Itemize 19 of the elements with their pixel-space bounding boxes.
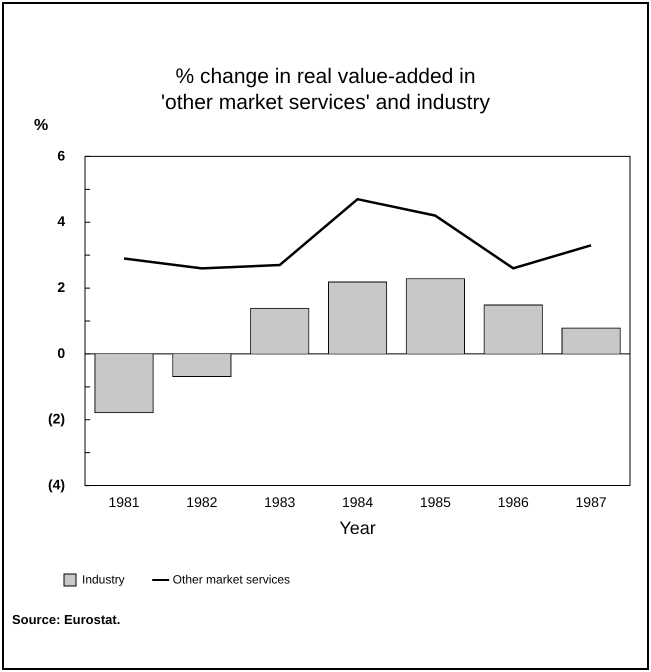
y-tick-label: 4 [57,213,66,230]
y-axis-title: % [34,117,48,135]
y-tick-label: (2) [48,410,66,427]
x-tick-label: 1983 [264,494,296,510]
y-tick-label: 2 [57,278,66,295]
y-tick-label: (4) [48,476,66,492]
legend-label: Industry [82,572,125,586]
x-tick-label: 1987 [576,494,607,510]
y-tick-label: 6 [57,147,66,164]
x-tick-label: 1986 [498,494,530,510]
x-tick-label: 1981 [108,494,140,510]
y-tick-label: 0 [57,344,66,361]
chart-title: % change in real value-added in 'other market services' and industry [160,64,491,116]
legend-label: Other market services [172,572,290,586]
x-tick-label: 1985 [420,494,452,510]
x-axis-title: Year [339,518,376,538]
x-tick-label: 1982 [186,494,218,510]
source-note: Source: Eurostat. [12,612,120,627]
x-tick-label: 1984 [342,494,374,510]
